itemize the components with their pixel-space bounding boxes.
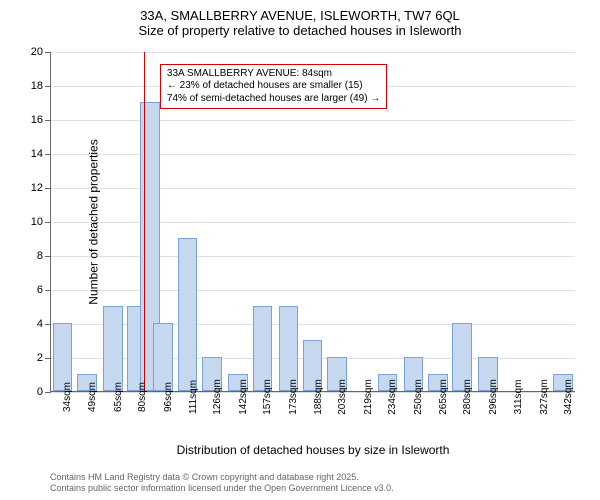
x-tick-label: 327sqm — [539, 379, 550, 415]
histogram-bar — [178, 238, 198, 391]
title-block: 33A, SMALLBERRY AVENUE, ISLEWORTH, TW7 6… — [0, 0, 600, 38]
x-tick-label: 126sqm — [212, 379, 223, 415]
x-tick-label: 311sqm — [513, 380, 524, 415]
x-tick-label: 142sqm — [238, 379, 249, 415]
x-tick-label: 49sqm — [87, 382, 98, 412]
x-tick-label: 265sqm — [438, 379, 449, 415]
y-tick-label: 2 — [37, 352, 43, 364]
footnote-line2: Contains public sector information licen… — [50, 483, 394, 494]
footnote: Contains HM Land Registry data © Crown c… — [50, 472, 394, 495]
y-tick-label: 6 — [37, 284, 43, 296]
x-tick-label: 342sqm — [563, 379, 574, 415]
x-tick-label: 65sqm — [113, 382, 124, 412]
y-tick-label: 0 — [37, 386, 43, 398]
x-tick-label: 296sqm — [488, 379, 499, 415]
y-tick-label: 20 — [31, 46, 43, 58]
footnote-line1: Contains HM Land Registry data © Crown c… — [50, 472, 394, 483]
histogram-bar — [153, 323, 173, 391]
x-axis-label: Distribution of detached houses by size … — [177, 443, 450, 457]
annotation-box: 33A SMALLBERRY AVENUE: 84sqm← 23% of det… — [160, 64, 387, 110]
y-axis-label: Number of detached properties — [87, 139, 101, 304]
y-tick-label: 4 — [37, 318, 43, 330]
property-marker-line — [144, 52, 145, 391]
x-tick-label: 188sqm — [313, 379, 324, 415]
y-tick — [45, 392, 51, 393]
x-tick-label: 219sqm — [363, 379, 374, 415]
x-tick-label: 203sqm — [337, 379, 348, 415]
x-tick-label: 111sqm — [188, 380, 199, 414]
title-line1: 33A, SMALLBERRY AVENUE, ISLEWORTH, TW7 6… — [0, 8, 600, 23]
x-tick-label: 80sqm — [137, 382, 148, 412]
chart-plot-area: 02468101214161820 33A SMALLBERRY AVENUE:… — [50, 52, 575, 392]
y-tick-label: 14 — [31, 148, 43, 160]
x-tick-label: 280sqm — [462, 379, 473, 415]
plot-area: 02468101214161820 33A SMALLBERRY AVENUE:… — [50, 52, 575, 392]
y-tick-label: 12 — [31, 182, 43, 194]
x-tick-label: 34sqm — [62, 382, 73, 412]
y-tick-label: 18 — [31, 80, 43, 92]
title-line2: Size of property relative to detached ho… — [0, 23, 600, 38]
x-tick-label: 157sqm — [262, 379, 273, 415]
annotation-line: ← 23% of detached houses are smaller (15… — [167, 80, 380, 93]
chart-container: 33A, SMALLBERRY AVENUE, ISLEWORTH, TW7 6… — [0, 0, 600, 500]
y-tick-label: 8 — [37, 250, 43, 262]
y-tick-label: 16 — [31, 114, 43, 126]
x-tick-label: 96sqm — [163, 382, 174, 412]
annotation-line: 74% of semi-detached houses are larger (… — [167, 93, 380, 106]
y-tick-label: 10 — [31, 216, 43, 228]
x-tick-label: 250sqm — [413, 379, 424, 415]
histogram-bar — [53, 323, 73, 391]
histogram-bar — [103, 306, 123, 391]
x-tick-label: 234sqm — [387, 379, 398, 415]
x-tick-label: 173sqm — [288, 379, 299, 415]
annotation-line: 33A SMALLBERRY AVENUE: 84sqm — [167, 68, 380, 81]
